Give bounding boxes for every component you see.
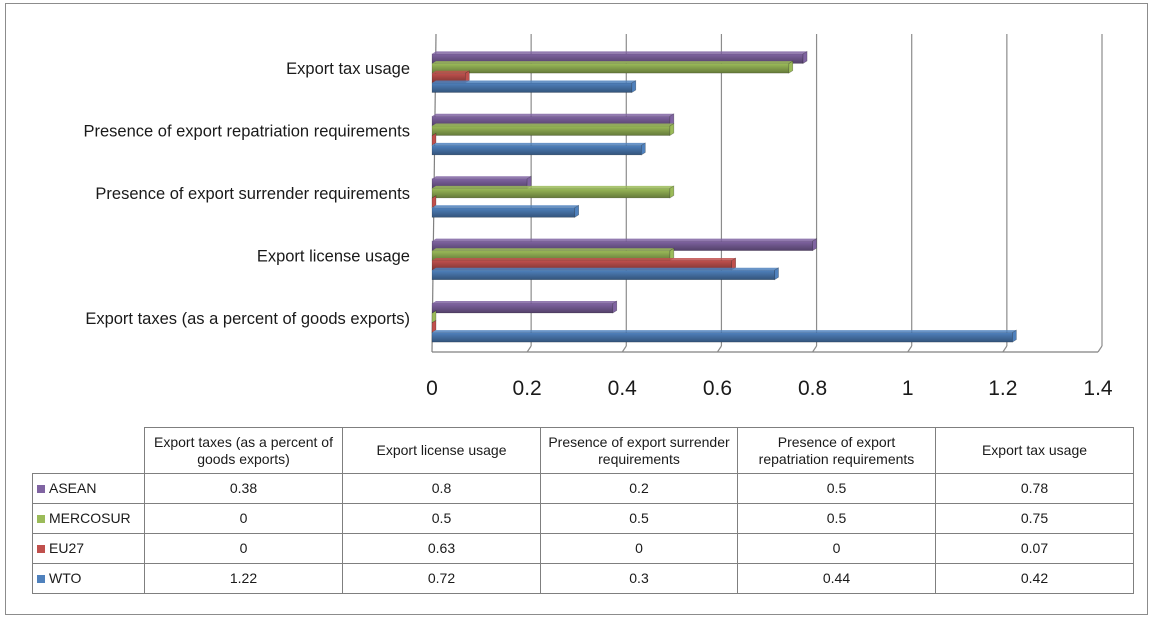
bar-mercosur-presence-of-export-surrender-requirements — [431, 185, 675, 199]
table-cell: 0 — [540, 533, 738, 564]
legend-row-header: EU27 — [32, 533, 145, 564]
legend-row-header: MERCOSUR — [32, 503, 145, 534]
table-row: WTO 1.22 0.72 0.3 0.44 0.42 — [32, 563, 1134, 594]
table-column-header: Export license usage — [342, 427, 541, 474]
table-row: MERCOSUR 0 0.5 0.5 0.5 0.75 — [32, 503, 1134, 534]
legend-swatch — [37, 515, 45, 523]
category-label: Presence of export repatriation requirem… — [83, 123, 410, 141]
bar-eu27-export-license-usage — [431, 257, 737, 271]
table-cell: 0.5 — [737, 473, 936, 504]
table-cell: 0.2 — [540, 473, 738, 504]
table-column-header: Presence of export repatriation requirem… — [737, 427, 936, 474]
series-name: WTO — [49, 570, 82, 586]
legend-swatch — [37, 485, 45, 493]
category-label: Export taxes (as a percent of goods expo… — [85, 310, 410, 328]
gridline-foot — [621, 345, 627, 353]
table-cell: 0.3 — [540, 563, 738, 594]
series-name: EU27 — [49, 540, 85, 556]
table-cell: 0.5 — [737, 503, 936, 534]
category-label: Presence of export surrender requirement… — [95, 185, 410, 203]
table-column-header: Presence of export surrender requirement… — [540, 427, 738, 474]
gridline-foot — [716, 345, 722, 353]
table-header-row: Export taxes (as a percent of goods expo… — [32, 427, 1134, 474]
bar-wto-presence-of-export-repatriation-requirements — [431, 142, 646, 156]
category-label: Export tax usage — [286, 60, 410, 78]
data-table: Export taxes (as a percent of goods expo… — [32, 427, 1134, 594]
bar-mercosur-export-tax-usage — [431, 60, 794, 74]
x-tick-label: 0.8 — [798, 377, 827, 400]
bar-eu27-presence-of-export-repatriation-requirements — [431, 132, 437, 146]
bar-asean-presence-of-export-surrender-requirements — [431, 175, 532, 189]
table-cell: 0.5 — [540, 503, 738, 534]
x-axis-tick-labels: 0 0.2 0.4 0.6 0.8 1 1.2 1.4 — [426, 377, 1113, 400]
table-column-header: Export tax usage — [935, 427, 1134, 474]
table-cell: 0 — [144, 533, 343, 564]
series-name: MERCOSUR — [49, 510, 131, 526]
gridline-foot — [812, 345, 818, 353]
table-cell: 0.07 — [935, 533, 1134, 564]
table-corner-cell — [32, 427, 145, 474]
category-label: Export license usage — [257, 247, 410, 265]
table-cell: 0.38 — [144, 473, 343, 504]
table-cell: 0 — [737, 533, 936, 564]
legend-swatch — [37, 545, 45, 553]
x-tick-label: 1.4 — [1083, 377, 1113, 400]
series-name: ASEAN — [49, 480, 97, 496]
gridline-foot — [526, 345, 532, 353]
table-cell: 0.78 — [935, 473, 1134, 504]
x-tick-label: 0.2 — [513, 377, 542, 400]
table-row: ASEAN 0.38 0.8 0.2 0.5 0.78 — [32, 473, 1134, 504]
x-tick-label: 1 — [902, 377, 914, 400]
bar-eu27-export-taxes-as-a-percent-of-goods-exports — [431, 319, 437, 333]
x-tick-label: 1.2 — [988, 377, 1017, 400]
bar-mercosur-export-license-usage — [431, 247, 675, 261]
table-row: EU27 0 0.63 0 0 0.07 — [32, 533, 1134, 564]
table-cell: 0.5 — [342, 503, 541, 534]
table-cell: 1.22 — [144, 563, 343, 594]
legend-row-header: WTO — [32, 563, 145, 594]
table-column-header: Export taxes (as a percent of goods expo… — [144, 427, 343, 474]
bar-wto-presence-of-export-surrender-requirements — [431, 204, 580, 218]
table-cell: 0.42 — [935, 563, 1134, 594]
table-cell: 0.75 — [935, 503, 1134, 534]
legend-row-header: ASEAN — [32, 473, 145, 504]
bar-wto-export-license-usage — [431, 267, 779, 281]
category-labels: Export taxes (as a percent of goods expo… — [83, 60, 410, 328]
x-tick-label: 0.6 — [703, 377, 732, 400]
table-cell: 0.63 — [342, 533, 541, 564]
table-cell: 0.44 — [737, 563, 936, 594]
gridline-foot — [907, 345, 913, 353]
table-cell: 0.8 — [342, 473, 541, 504]
table-body: ASEAN 0.38 0.8 0.2 0.5 0.78 MERCOSUR 0 0.5 0.5 0.5… — [32, 473, 1134, 594]
table-cell: 0 — [144, 503, 343, 534]
gridline-foot — [1002, 345, 1008, 353]
bar-asean-export-license-usage — [431, 238, 817, 252]
bar-asean-export-taxes-as-a-percent-of-goods-exports — [431, 300, 618, 314]
bar-mercosur-export-taxes-as-a-percent-of-goods-exports — [431, 310, 437, 324]
gridline-foot — [1097, 345, 1103, 353]
bars — [431, 50, 1017, 343]
x-tick-label: 0 — [426, 377, 438, 400]
bar-eu27-presence-of-export-surrender-requirements — [431, 195, 437, 209]
bar-mercosur-presence-of-export-repatriation-requirements — [431, 122, 675, 137]
table-cell: 0.72 — [342, 563, 541, 594]
x-tick-label: 0.4 — [608, 377, 638, 400]
bar-wto-export-tax-usage — [431, 79, 637, 94]
bar-wto-export-taxes-as-a-percent-of-goods-exports — [431, 329, 1017, 343]
legend-swatch — [37, 575, 45, 583]
